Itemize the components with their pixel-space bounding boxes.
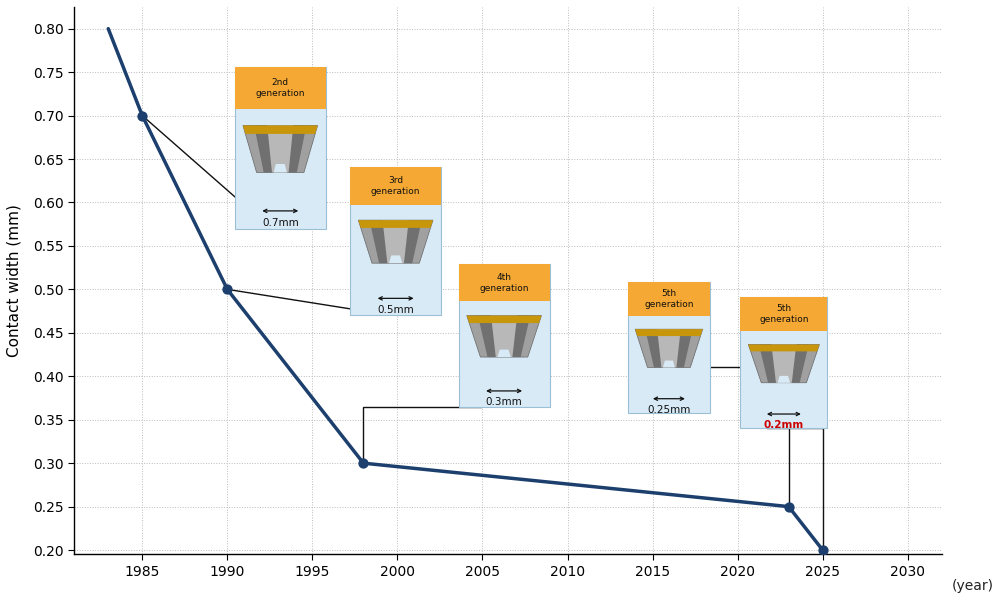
Polygon shape [358, 220, 433, 263]
Polygon shape [748, 344, 819, 383]
Text: 4th
generation: 4th generation [479, 273, 529, 293]
Polygon shape [389, 256, 402, 263]
Point [355, 458, 371, 468]
Point [815, 545, 831, 555]
Polygon shape [467, 316, 541, 357]
Polygon shape [358, 220, 433, 228]
FancyBboxPatch shape [628, 282, 710, 316]
Text: 0.5mm: 0.5mm [377, 305, 414, 315]
Polygon shape [274, 164, 287, 172]
Polygon shape [243, 125, 318, 134]
Point [781, 502, 797, 511]
Polygon shape [267, 125, 293, 172]
Polygon shape [663, 361, 675, 368]
Text: 0.2mm: 0.2mm [764, 420, 804, 430]
Polygon shape [370, 220, 422, 263]
Text: 2nd
generation: 2nd generation [256, 78, 305, 98]
Point [134, 111, 150, 120]
FancyBboxPatch shape [740, 297, 827, 429]
Polygon shape [491, 316, 517, 357]
Polygon shape [645, 329, 693, 368]
Polygon shape [657, 329, 681, 368]
Text: 0.3mm: 0.3mm [486, 398, 522, 407]
Polygon shape [467, 316, 541, 323]
Polygon shape [635, 329, 703, 368]
FancyBboxPatch shape [350, 167, 441, 205]
Text: (year): (year) [952, 579, 994, 593]
FancyBboxPatch shape [350, 167, 441, 315]
Polygon shape [478, 316, 530, 357]
Text: 0.25mm: 0.25mm [647, 405, 691, 415]
Polygon shape [748, 344, 819, 352]
Y-axis label: Contact width (mm): Contact width (mm) [7, 204, 22, 357]
Polygon shape [497, 350, 511, 357]
Point [219, 285, 235, 294]
FancyBboxPatch shape [459, 264, 550, 301]
FancyBboxPatch shape [235, 67, 326, 109]
Polygon shape [759, 344, 809, 383]
Polygon shape [778, 376, 790, 383]
Text: 0.7mm: 0.7mm [262, 218, 299, 228]
Polygon shape [243, 125, 318, 172]
Text: 3rd
generation: 3rd generation [371, 176, 420, 196]
FancyBboxPatch shape [459, 264, 550, 406]
Text: 5th
generation: 5th generation [759, 304, 809, 324]
Text: 5th
generation: 5th generation [644, 289, 694, 309]
FancyBboxPatch shape [740, 297, 827, 331]
Polygon shape [383, 220, 409, 263]
Polygon shape [771, 344, 796, 383]
Polygon shape [254, 125, 306, 172]
Polygon shape [635, 329, 703, 336]
FancyBboxPatch shape [235, 67, 326, 229]
FancyBboxPatch shape [628, 282, 710, 413]
